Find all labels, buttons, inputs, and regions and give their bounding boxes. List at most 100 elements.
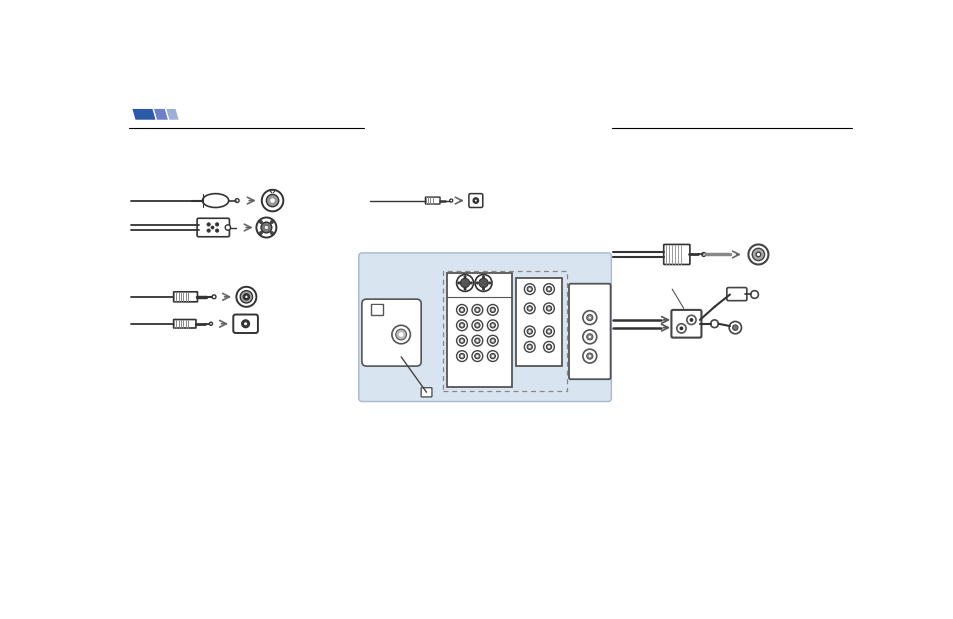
- FancyBboxPatch shape: [197, 219, 229, 236]
- Polygon shape: [153, 109, 168, 119]
- FancyBboxPatch shape: [671, 310, 700, 337]
- Circle shape: [481, 288, 484, 291]
- Circle shape: [398, 332, 403, 337]
- Circle shape: [543, 326, 554, 337]
- Circle shape: [460, 324, 462, 326]
- Circle shape: [473, 198, 478, 203]
- Circle shape: [266, 194, 278, 207]
- Circle shape: [490, 322, 495, 328]
- Circle shape: [243, 294, 249, 300]
- Circle shape: [236, 287, 256, 307]
- Circle shape: [215, 223, 218, 226]
- Circle shape: [458, 338, 464, 344]
- Circle shape: [244, 322, 247, 326]
- Circle shape: [710, 320, 718, 327]
- Circle shape: [546, 329, 551, 334]
- Circle shape: [472, 320, 482, 331]
- Bar: [443, 271, 566, 391]
- Circle shape: [679, 326, 682, 331]
- Circle shape: [460, 309, 462, 311]
- Circle shape: [458, 322, 464, 328]
- Circle shape: [526, 344, 532, 350]
- Ellipse shape: [202, 194, 229, 207]
- Circle shape: [259, 220, 262, 223]
- Circle shape: [582, 330, 596, 344]
- Circle shape: [488, 282, 491, 285]
- Circle shape: [524, 303, 535, 314]
- Circle shape: [449, 199, 453, 202]
- Circle shape: [524, 284, 535, 295]
- FancyBboxPatch shape: [233, 314, 257, 333]
- Circle shape: [225, 225, 231, 230]
- Circle shape: [491, 355, 494, 357]
- Circle shape: [460, 355, 462, 357]
- Circle shape: [546, 287, 551, 292]
- Circle shape: [526, 306, 532, 311]
- Circle shape: [392, 326, 410, 344]
- Circle shape: [588, 335, 590, 338]
- Circle shape: [210, 322, 213, 326]
- Circle shape: [261, 222, 272, 233]
- Circle shape: [256, 217, 276, 238]
- Circle shape: [476, 309, 478, 311]
- Circle shape: [487, 351, 497, 361]
- Circle shape: [582, 349, 596, 363]
- Circle shape: [487, 320, 497, 331]
- Circle shape: [543, 342, 554, 352]
- Circle shape: [481, 275, 484, 279]
- Circle shape: [547, 307, 550, 310]
- Circle shape: [490, 353, 495, 359]
- FancyBboxPatch shape: [568, 284, 610, 379]
- Circle shape: [456, 320, 467, 331]
- Polygon shape: [373, 305, 381, 314]
- Circle shape: [270, 198, 274, 203]
- FancyBboxPatch shape: [173, 292, 197, 302]
- Circle shape: [526, 287, 532, 292]
- Circle shape: [701, 253, 705, 256]
- FancyBboxPatch shape: [420, 387, 432, 397]
- Circle shape: [689, 318, 693, 322]
- Circle shape: [491, 340, 494, 342]
- Circle shape: [259, 232, 262, 235]
- Circle shape: [456, 351, 467, 361]
- Circle shape: [460, 340, 462, 342]
- Circle shape: [207, 229, 210, 232]
- Circle shape: [748, 245, 767, 264]
- Polygon shape: [132, 109, 155, 119]
- FancyBboxPatch shape: [516, 277, 561, 366]
- Circle shape: [750, 291, 758, 298]
- Circle shape: [475, 199, 476, 202]
- Circle shape: [487, 335, 497, 346]
- Circle shape: [491, 324, 494, 326]
- Circle shape: [546, 306, 551, 311]
- Circle shape: [475, 322, 479, 328]
- Circle shape: [547, 345, 550, 348]
- Circle shape: [676, 324, 685, 333]
- FancyBboxPatch shape: [358, 253, 611, 402]
- Circle shape: [241, 320, 249, 327]
- Circle shape: [472, 335, 482, 346]
- Circle shape: [582, 311, 596, 324]
- Circle shape: [261, 190, 283, 211]
- Circle shape: [270, 232, 274, 235]
- Circle shape: [586, 334, 592, 340]
- Circle shape: [476, 340, 478, 342]
- Polygon shape: [166, 109, 178, 119]
- Circle shape: [524, 342, 535, 352]
- FancyBboxPatch shape: [726, 288, 746, 301]
- Circle shape: [215, 229, 218, 232]
- Circle shape: [472, 305, 482, 315]
- Circle shape: [456, 305, 467, 315]
- Circle shape: [728, 321, 740, 334]
- Circle shape: [463, 275, 466, 279]
- Circle shape: [586, 353, 592, 359]
- Circle shape: [240, 291, 253, 303]
- Circle shape: [469, 282, 473, 285]
- Circle shape: [395, 329, 406, 340]
- Circle shape: [476, 282, 478, 285]
- Circle shape: [265, 226, 268, 229]
- FancyBboxPatch shape: [663, 245, 689, 264]
- FancyBboxPatch shape: [361, 299, 420, 366]
- Circle shape: [245, 296, 247, 298]
- FancyBboxPatch shape: [469, 194, 482, 207]
